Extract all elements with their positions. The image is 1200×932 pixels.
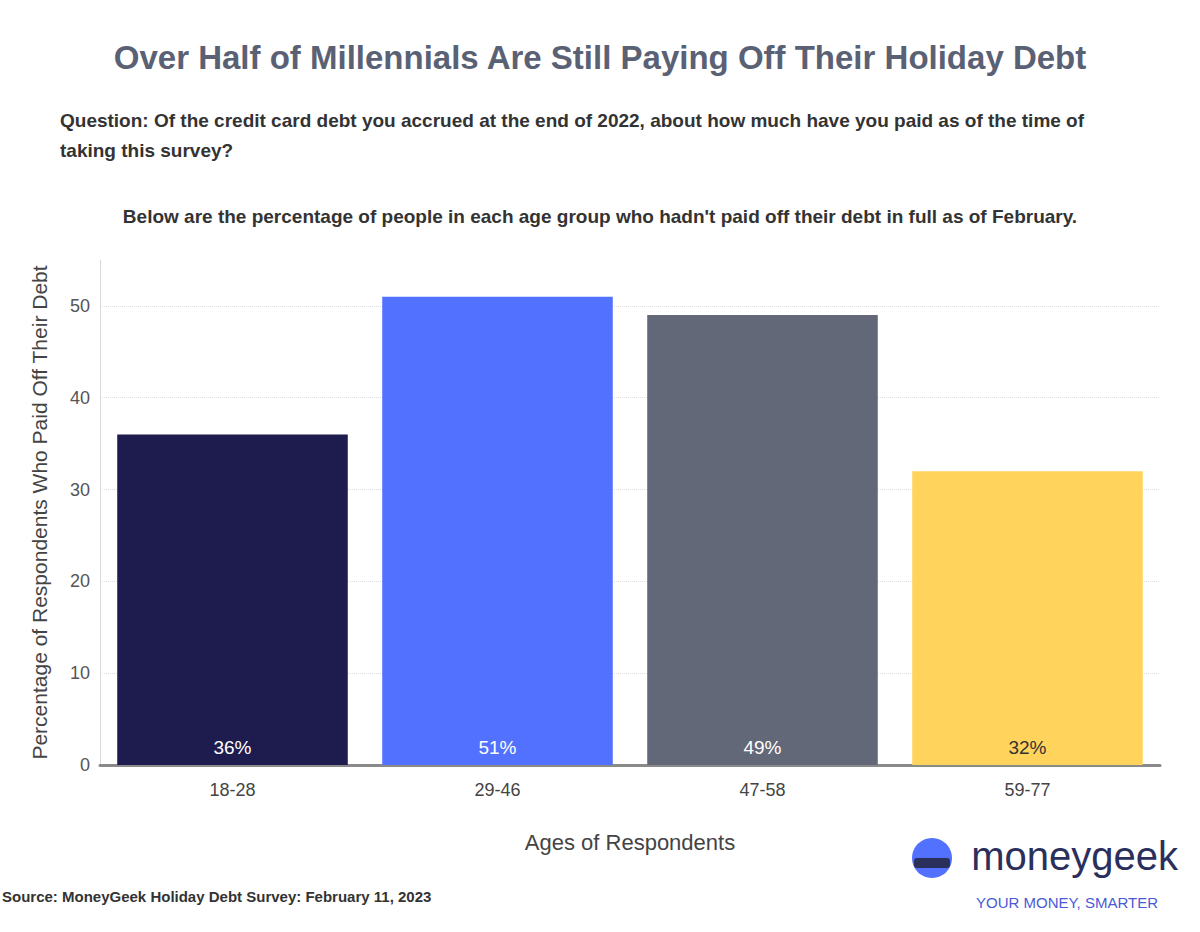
svg-text:32%: 32% [1008,737,1046,758]
svg-text:49%: 49% [743,737,781,758]
svg-text:Source: MoneyGeek Holiday Debt: Source: MoneyGeek Holiday Debt Survey: F… [2,888,431,905]
svg-text:51%: 51% [478,737,516,758]
svg-text:Below are the percentage of pe: Below are the percentage of people in ea… [123,206,1077,227]
svg-text:40: 40 [70,388,90,408]
svg-text:36%: 36% [213,737,251,758]
svg-text:Percentage of Respondents Who: Percentage of Respondents Who Paid Off T… [28,265,51,759]
svg-text:30: 30 [70,480,90,500]
svg-text:moneygeek: moneygeek [971,834,1179,878]
svg-text:47-58: 47-58 [739,780,785,800]
svg-text:Question: Of the credit card d: Question: Of the credit card debt you ac… [60,110,1089,131]
svg-text:20: 20 [70,571,90,591]
svg-text:18-28: 18-28 [209,780,255,800]
svg-text:10: 10 [70,663,90,683]
svg-text:Over Half of Millennials Are S: Over Half of Millennials Are Still Payin… [114,39,1086,76]
svg-text:taking this survey?: taking this survey? [60,140,233,161]
svg-text:50: 50 [70,296,90,316]
svg-text:YOUR MONEY, SMARTER: YOUR MONEY, SMARTER [976,894,1158,911]
svg-text:Ages of Respondents: Ages of Respondents [525,830,735,855]
svg-text:59-77: 59-77 [1004,780,1050,800]
svg-text:0: 0 [80,755,90,775]
svg-text:29-46: 29-46 [474,780,520,800]
